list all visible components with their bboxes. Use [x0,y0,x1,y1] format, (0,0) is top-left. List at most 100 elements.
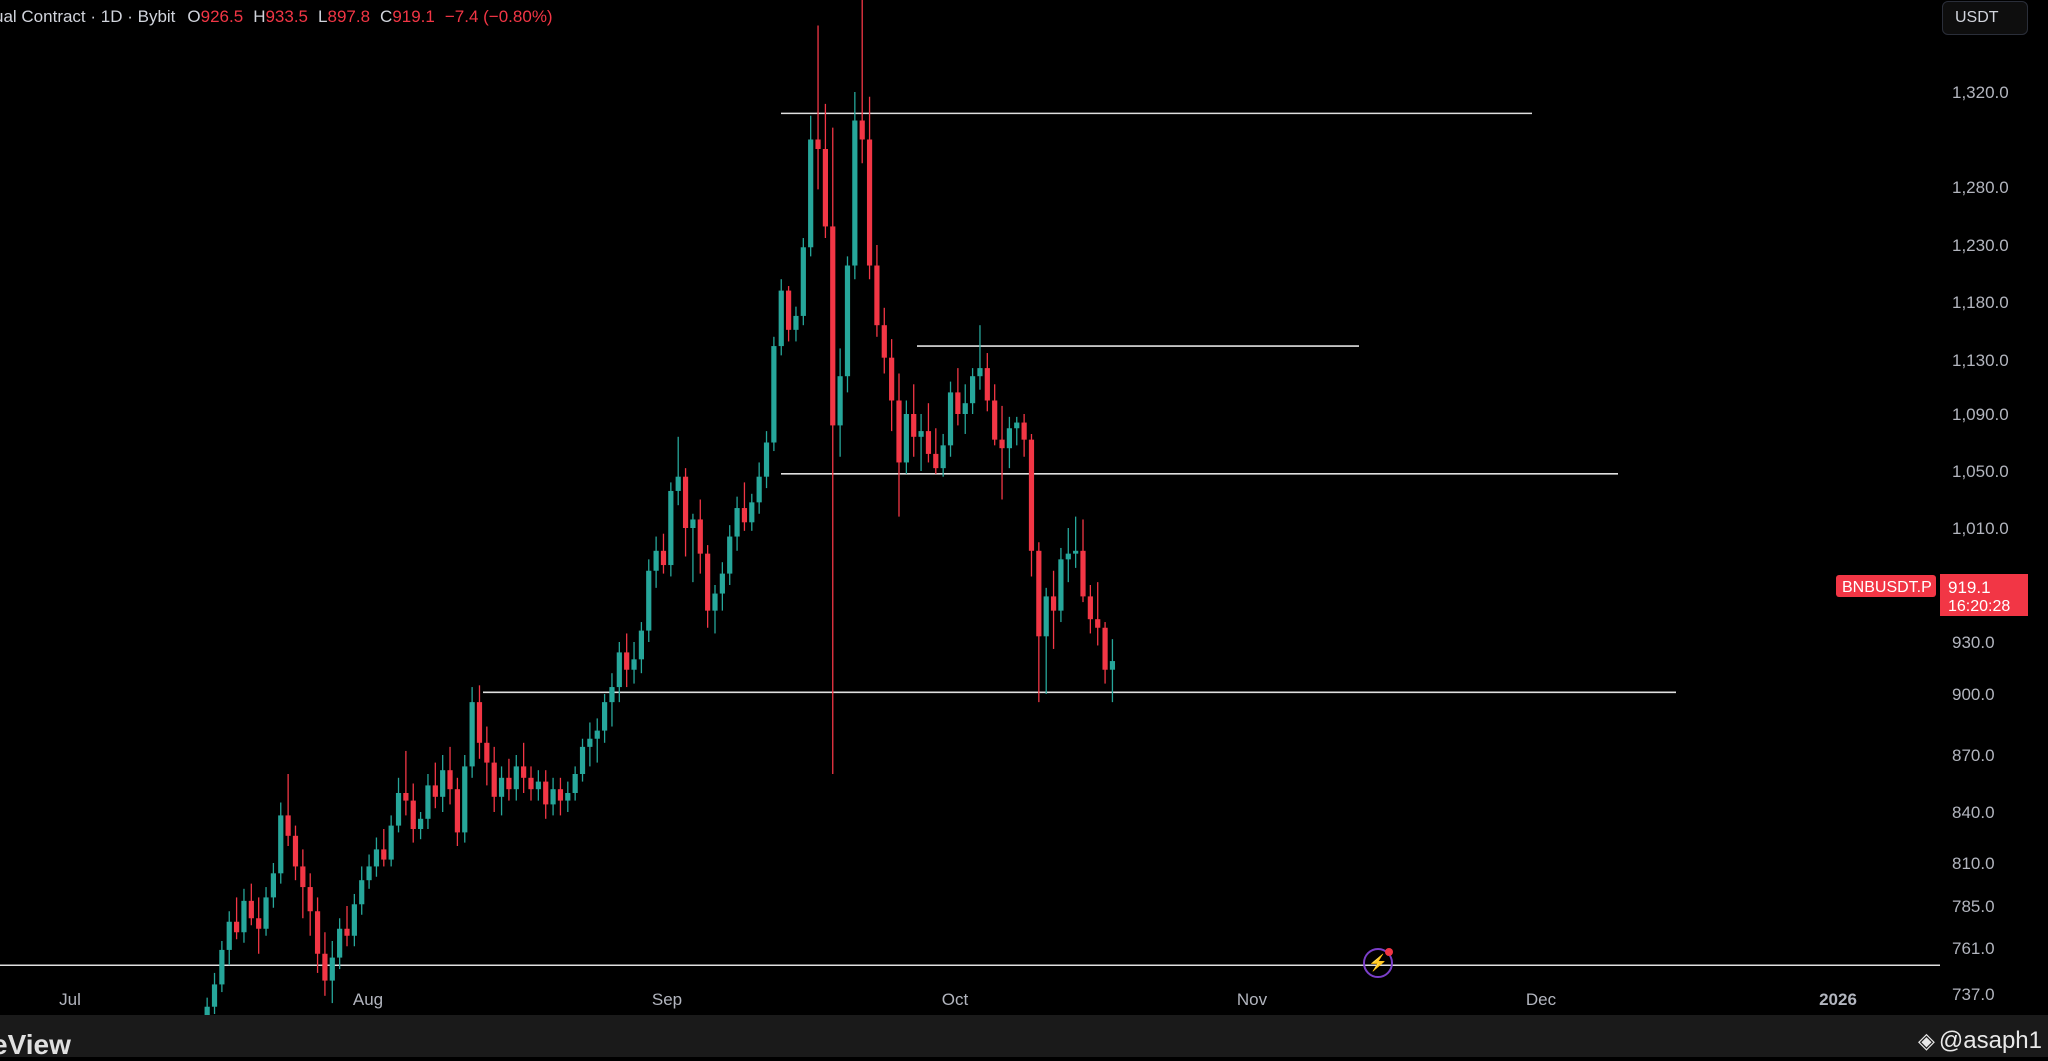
candle-body [403,793,409,801]
candle [1102,622,1108,684]
footer-bar: eView ◈ @asaph1 [0,1015,2048,1060]
candle [970,368,976,414]
candle [793,306,799,342]
candle-body [822,149,828,227]
candle-body [506,777,512,790]
candle-body [631,659,637,670]
candle [410,783,416,843]
candle-body [469,702,475,767]
candle [874,245,880,337]
candle [609,673,615,727]
candle [668,482,674,577]
candle [763,431,770,489]
candle-body [653,550,659,571]
candle-body [786,290,792,330]
candle [469,687,475,778]
candle-body [1095,619,1101,628]
last-price-box [1940,574,2028,616]
candle [535,770,541,801]
candle [925,403,932,463]
time-tick-label: Aug [353,990,383,1009]
author-handle: ◈ @asaph1 [1918,1027,2042,1055]
candle [263,887,269,936]
candle-body [366,866,372,881]
candle-body [1006,428,1012,449]
candle-body [513,766,519,790]
candle [403,750,409,816]
candle [1080,519,1086,603]
candle [1058,547,1064,623]
candle-body [844,265,851,377]
candle [830,127,836,774]
candle-body [1043,596,1049,637]
candle-body [970,376,976,404]
price-tick-label: 1,050.0 [1952,462,2009,481]
candle-body [668,490,674,566]
candle [653,536,659,588]
candle-body [1028,439,1035,551]
price-tick-label: 737.0 [1952,985,1995,1004]
candle [388,815,394,867]
price-tick-label: 810.0 [1952,854,1995,873]
candle [462,755,468,843]
candle-body [741,508,748,523]
candle-body [771,346,777,443]
candle-body [454,789,460,833]
candle-body [925,431,932,454]
candle [587,722,593,767]
candlestick-chart[interactable]: 1,320.0 1,280.0 1,230.0 1,180.0 1,130.0 1,090… [0,0,2048,1015]
candle-body [278,815,284,874]
candle-body [204,1006,210,1015]
candle-body [1073,550,1079,554]
price-tick-label: 930.0 [1952,633,1995,652]
flash-icon[interactable]: ⚡ [1363,948,1393,978]
candle [476,685,483,759]
candle-body [418,818,424,829]
candle [933,428,939,474]
candle [727,525,733,585]
candle [418,812,424,840]
candle [844,256,851,393]
candle-body [1021,422,1027,440]
candle [631,642,637,684]
candle [602,694,608,743]
candle-body [763,442,770,477]
candle-body [896,400,902,463]
candle-body [675,476,681,491]
candle [955,368,961,426]
candle-body [263,897,269,929]
candle [1006,416,1012,469]
candle-body [602,702,608,731]
candle [373,837,380,877]
candle-body [933,453,939,469]
ohlc-open: O926.5 [187,7,244,26]
bar-countdown: 16:20:28 [1948,598,2010,615]
candle-body [866,139,873,266]
candle-body [491,762,497,797]
candle [285,774,291,846]
candle-body [565,793,571,801]
candle-body [594,730,600,739]
candle-body [219,949,225,985]
candle [749,493,755,531]
time-tick-label: Dec [1526,990,1557,1009]
candle [889,339,895,432]
candle-body [800,247,806,316]
candle [337,918,343,970]
candle-body [616,652,622,688]
candle [947,381,954,457]
ohlc-values: O926.5 H933.5 L897.8 C919.1 −7.4 (−0.80%… [187,7,552,27]
candle [881,307,887,374]
candle-body [388,825,394,860]
time-tick-label: Oct [942,990,969,1009]
candle [226,911,232,966]
currency-button[interactable]: USDT [1942,1,2028,35]
candle [940,433,946,477]
candle-body [344,928,350,936]
candle-body [373,849,380,867]
candle-body [234,921,240,933]
candle [962,384,968,434]
candle-body [543,781,549,805]
time-axis: Jul Aug Sep Oct Nov Dec 2026 [59,990,1857,1009]
price-axis: 1,320.0 1,280.0 1,230.0 1,180.0 1,130.0 1,090… [1952,83,2009,1004]
